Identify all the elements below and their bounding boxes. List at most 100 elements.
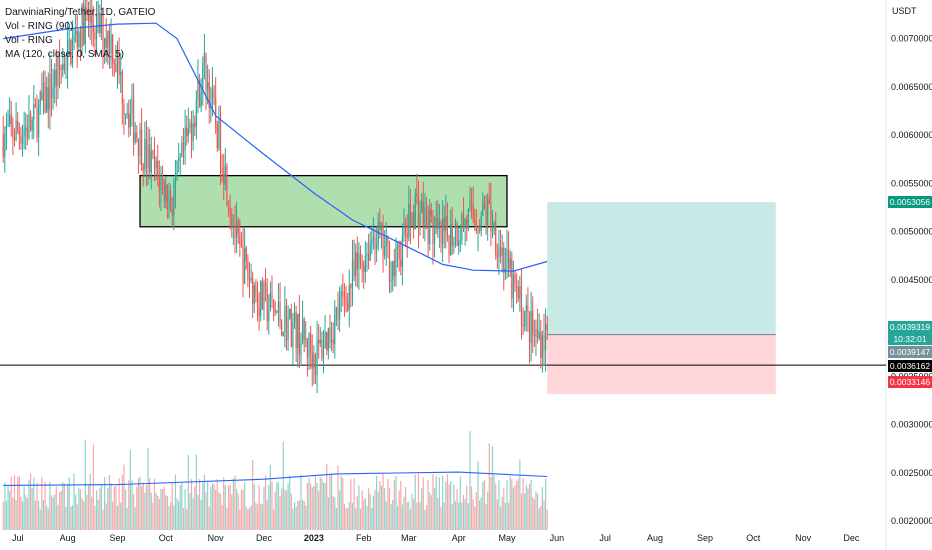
candle[interactable] <box>231 213 233 227</box>
candle[interactable] <box>131 98 133 114</box>
candle[interactable] <box>440 221 442 244</box>
candle[interactable] <box>186 127 188 137</box>
candle[interactable] <box>458 240 460 246</box>
candle[interactable] <box>467 208 469 229</box>
candle[interactable] <box>337 306 339 320</box>
candle[interactable] <box>282 331 284 336</box>
candle[interactable] <box>310 333 312 353</box>
candle[interactable] <box>327 328 329 351</box>
candle[interactable] <box>511 258 513 299</box>
candle[interactable] <box>401 235 403 268</box>
candle[interactable] <box>237 221 239 234</box>
candle[interactable] <box>388 243 391 282</box>
candle[interactable] <box>514 274 516 287</box>
candle[interactable] <box>116 54 119 72</box>
candle[interactable] <box>223 173 225 185</box>
candle[interactable] <box>55 70 57 86</box>
candle[interactable] <box>366 253 368 256</box>
indicator-volume[interactable]: Vol - RING <box>5 35 53 46</box>
candle[interactable] <box>472 204 474 220</box>
candle[interactable] <box>367 253 370 261</box>
candle[interactable] <box>263 282 265 310</box>
candle[interactable] <box>340 291 342 298</box>
candle[interactable] <box>178 158 180 161</box>
candle[interactable] <box>41 92 43 101</box>
candle[interactable] <box>446 215 449 237</box>
candle[interactable] <box>485 209 487 226</box>
candle[interactable] <box>503 247 505 273</box>
candle[interactable] <box>150 150 152 173</box>
candle[interactable] <box>363 265 365 272</box>
candle[interactable] <box>182 142 185 151</box>
candle[interactable] <box>499 247 502 256</box>
candle[interactable] <box>176 160 178 179</box>
candle[interactable] <box>339 297 341 320</box>
candle[interactable] <box>29 113 32 131</box>
candle[interactable] <box>445 215 447 232</box>
candle[interactable] <box>247 260 249 279</box>
candle[interactable] <box>318 340 320 344</box>
candle[interactable] <box>438 221 440 229</box>
candle[interactable] <box>92 24 94 33</box>
candle[interactable] <box>385 236 387 247</box>
candle[interactable] <box>132 98 135 143</box>
candle[interactable] <box>242 247 244 284</box>
candle[interactable] <box>517 286 519 299</box>
candle[interactable] <box>229 209 231 214</box>
candle[interactable] <box>75 31 77 35</box>
candle[interactable] <box>353 260 355 276</box>
candle[interactable] <box>7 124 9 127</box>
candle[interactable] <box>86 7 88 14</box>
candle[interactable] <box>350 284 352 289</box>
candle[interactable] <box>153 154 156 169</box>
candle[interactable] <box>487 199 489 226</box>
candle[interactable] <box>256 294 259 308</box>
candle[interactable] <box>271 293 273 300</box>
candle[interactable] <box>419 212 421 228</box>
candle[interactable] <box>142 166 144 171</box>
candle[interactable] <box>498 247 500 258</box>
candle[interactable] <box>326 332 328 351</box>
candle[interactable] <box>335 306 337 316</box>
candle[interactable] <box>141 129 143 167</box>
candle[interactable] <box>5 126 8 134</box>
candle[interactable] <box>163 181 165 202</box>
candle[interactable] <box>65 69 67 71</box>
candle[interactable] <box>208 82 210 108</box>
candle[interactable] <box>211 88 214 104</box>
candle[interactable] <box>137 138 140 157</box>
candle[interactable] <box>482 201 484 216</box>
candle[interactable] <box>219 117 222 168</box>
candle[interactable] <box>25 127 27 130</box>
candle[interactable] <box>390 279 392 282</box>
chart-title[interactable]: DarwiniaRing/Tether, 1D, GATEIO <box>5 7 156 18</box>
candle[interactable] <box>461 214 463 241</box>
candle[interactable] <box>38 104 40 138</box>
candle[interactable] <box>194 123 196 127</box>
candle[interactable] <box>495 222 497 255</box>
candle[interactable] <box>13 137 16 141</box>
candle[interactable] <box>287 318 289 341</box>
candle[interactable] <box>78 31 80 48</box>
candle[interactable] <box>448 236 450 256</box>
candle[interactable] <box>356 252 358 270</box>
candle[interactable] <box>466 219 468 229</box>
candle[interactable] <box>145 138 148 168</box>
candle[interactable] <box>189 123 191 129</box>
candle[interactable] <box>298 314 300 355</box>
candle[interactable] <box>314 354 317 376</box>
candle[interactable] <box>348 284 350 310</box>
candle[interactable] <box>289 308 291 319</box>
candle[interactable] <box>342 291 344 293</box>
candle[interactable] <box>268 311 270 322</box>
candle[interactable] <box>319 339 321 344</box>
candle[interactable] <box>118 54 120 75</box>
candle[interactable] <box>543 335 545 351</box>
candle[interactable] <box>536 329 539 339</box>
candle[interactable] <box>516 286 518 288</box>
candle[interactable] <box>301 319 304 344</box>
candle[interactable] <box>285 306 288 341</box>
candle[interactable] <box>413 213 415 230</box>
candle[interactable] <box>260 281 262 317</box>
candle[interactable] <box>12 124 14 138</box>
